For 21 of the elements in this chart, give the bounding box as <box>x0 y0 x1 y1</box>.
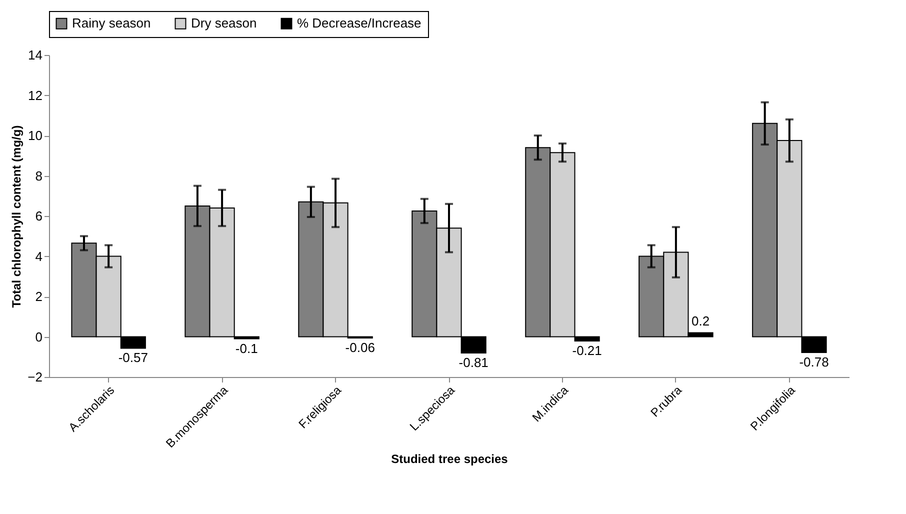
y-tick-label: 8 <box>35 168 42 184</box>
legend-label: % Decrease/Increase <box>297 16 422 31</box>
data-label: -0.78 <box>799 354 829 370</box>
data-label: 0.2 <box>692 314 710 329</box>
data-label: -0.21 <box>572 342 602 358</box>
y-tick-label: 10 <box>28 128 42 143</box>
y-tick-label: −2 <box>28 370 42 384</box>
data-label: -0.06 <box>345 340 375 355</box>
data-label: -0.57 <box>118 350 148 366</box>
y-tick-label: 4 <box>35 248 42 264</box>
y-tick-label: 6 <box>35 208 42 224</box>
y-axis-title: Total chlorophyll content (mg/g) <box>10 125 24 308</box>
data-label: -0.1 <box>235 340 258 356</box>
x-axis-title: Studied tree species <box>391 452 508 466</box>
legend-label: Rainy season <box>72 16 151 31</box>
legend-label: Dry season <box>191 16 257 31</box>
y-tick-label: 2 <box>35 289 42 304</box>
y-tick-label: 12 <box>28 88 42 103</box>
data-label: -0.81 <box>458 355 488 370</box>
y-tick-label: 0 <box>35 329 42 344</box>
y-tick-label: 14 <box>28 48 42 62</box>
